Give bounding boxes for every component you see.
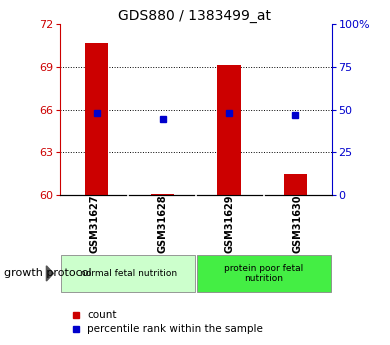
Bar (85, 43, 108, 195)
Text: GSM31627: GSM31627 (89, 194, 99, 253)
Text: GSM31630: GSM31630 (292, 194, 303, 253)
Text: growth protocol: growth protocol (4, 268, 92, 278)
Text: percentile rank within the sample: percentile rank within the sample (87, 325, 263, 334)
Bar (151, 194, 174, 195)
Bar (61, 255, 195, 292)
Polygon shape (46, 266, 53, 281)
Bar (197, 255, 331, 292)
Text: GSM31629: GSM31629 (225, 194, 235, 253)
Text: GDS880 / 1383499_at: GDS880 / 1383499_at (119, 9, 271, 23)
Bar (218, 66, 241, 195)
Text: protein poor fetal
nutrition: protein poor fetal nutrition (224, 264, 303, 283)
Bar (284, 174, 307, 195)
Text: normal fetal nutrition: normal fetal nutrition (80, 269, 177, 278)
Text: GSM31628: GSM31628 (157, 194, 167, 253)
Text: count: count (87, 310, 117, 319)
